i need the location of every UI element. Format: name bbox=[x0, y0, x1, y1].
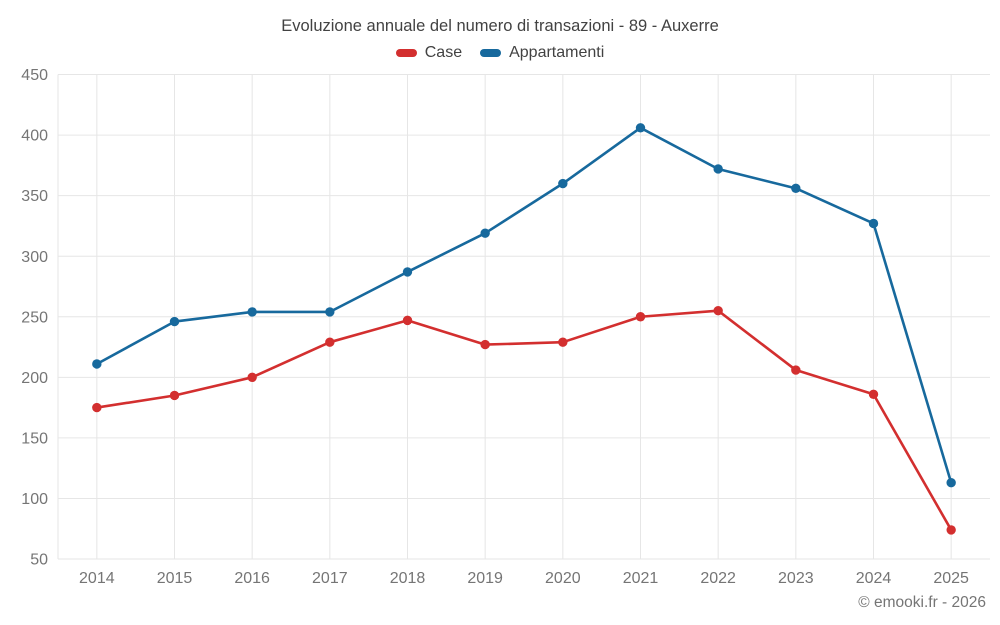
data-point-appartamenti-2016[interactable] bbox=[247, 307, 257, 317]
data-point-case-2025[interactable] bbox=[946, 525, 956, 535]
copyright-text: © emooki.fr - 2026 bbox=[858, 594, 986, 611]
data-point-appartamenti-2018[interactable] bbox=[402, 267, 413, 277]
y-tick-label: 50 bbox=[30, 552, 48, 569]
data-point-appartamenti-2024[interactable] bbox=[868, 218, 879, 229]
x-tick-label: 2022 bbox=[700, 570, 736, 587]
y-tick-label: 100 bbox=[21, 491, 48, 508]
data-point-case-2020[interactable] bbox=[558, 337, 568, 347]
x-tick-label: 2021 bbox=[623, 570, 659, 587]
y-tick-label: 250 bbox=[21, 309, 48, 326]
x-tick-label: 2018 bbox=[390, 570, 426, 587]
y-tick-label: 350 bbox=[21, 188, 48, 205]
legend-item-case[interactable]: Case bbox=[395, 44, 463, 62]
data-point-appartamenti-2022[interactable] bbox=[713, 164, 723, 174]
x-tick-label: 2017 bbox=[312, 570, 348, 587]
x-tick-label: 2020 bbox=[545, 570, 581, 587]
y-tick-label: 200 bbox=[21, 370, 48, 387]
data-point-case-2017[interactable] bbox=[325, 337, 335, 347]
data-point-appartamenti-2019[interactable] bbox=[480, 228, 490, 238]
data-point-case-2022[interactable] bbox=[713, 305, 723, 316]
x-tick-label: 2024 bbox=[856, 570, 892, 587]
legend-label-appartamenti: Appartamenti bbox=[509, 44, 605, 61]
y-tick-label: 300 bbox=[21, 249, 48, 266]
series-line-appartamenti bbox=[95, 126, 953, 484]
x-tick-label: 2025 bbox=[933, 570, 969, 587]
data-point-appartamenti-2023[interactable] bbox=[791, 183, 801, 194]
data-point-case-2015[interactable] bbox=[169, 390, 180, 401]
data-point-case-2018[interactable] bbox=[402, 315, 413, 326]
legend-swatch-appartamenti-icon bbox=[480, 49, 502, 57]
legend-swatch-case-icon bbox=[395, 49, 417, 57]
x-tick-label: 2023 bbox=[778, 570, 814, 587]
x-tick-label: 2016 bbox=[234, 570, 270, 587]
data-point-appartamenti-2015[interactable] bbox=[169, 316, 180, 327]
chart-title: Evoluzione annuale del numero di transaz… bbox=[281, 17, 719, 35]
data-point-case-2014[interactable] bbox=[92, 402, 102, 413]
data-point-appartamenti-2025[interactable] bbox=[946, 477, 956, 488]
y-tick-label: 450 bbox=[21, 67, 48, 84]
x-tick-label: 2019 bbox=[467, 570, 503, 587]
data-point-case-2021[interactable] bbox=[635, 312, 646, 322]
data-point-case-2023[interactable] bbox=[791, 365, 801, 375]
data-point-case-2016[interactable] bbox=[247, 372, 257, 383]
legend-label-case: Case bbox=[424, 44, 463, 61]
legend: Case Appartamenti bbox=[0, 44, 1000, 62]
y-tick-label: 150 bbox=[21, 430, 48, 447]
data-point-case-2024[interactable] bbox=[868, 389, 879, 399]
series-line-case bbox=[95, 309, 953, 532]
data-point-appartamenti-2014[interactable] bbox=[92, 359, 102, 369]
data-point-case-2019[interactable] bbox=[480, 339, 490, 350]
x-tick-label: 2014 bbox=[79, 570, 115, 587]
data-point-appartamenti-2020[interactable] bbox=[558, 178, 568, 189]
y-tick-label: 400 bbox=[21, 128, 48, 145]
data-point-appartamenti-2017[interactable] bbox=[325, 307, 335, 317]
data-point-appartamenti-2021[interactable] bbox=[635, 123, 646, 133]
x-tick-label: 2015 bbox=[157, 570, 193, 587]
legend-item-appartamenti[interactable]: Appartamenti bbox=[480, 44, 604, 62]
